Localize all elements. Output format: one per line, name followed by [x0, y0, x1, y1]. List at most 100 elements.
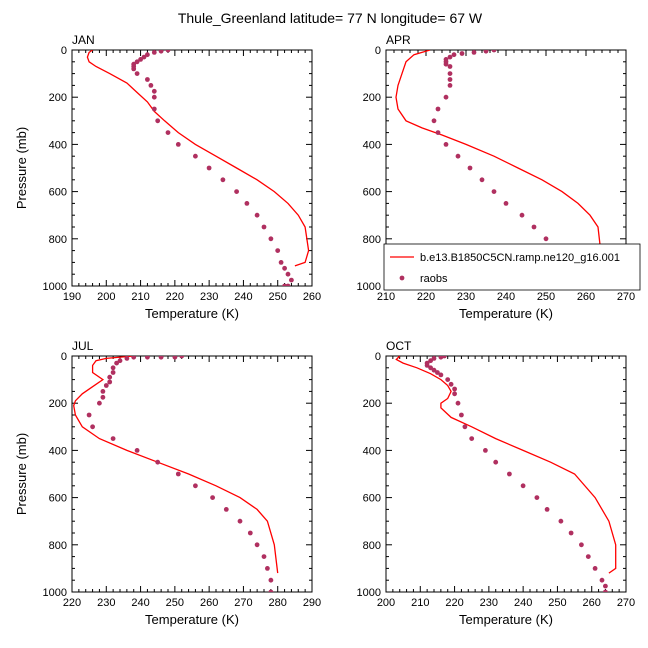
x-tick-label: 230 [97, 597, 115, 609]
raobs-point [220, 177, 226, 183]
y-tick-label: 200 [49, 92, 67, 104]
raobs-point [447, 54, 453, 60]
y-tick-label: 0 [61, 351, 67, 363]
raobs-point [443, 61, 449, 67]
raobs-point [165, 130, 171, 136]
x-tick-label: 240 [497, 291, 515, 303]
raobs-point [206, 165, 212, 171]
x-axis-label: Temperature (K) [145, 612, 239, 627]
raobs-point [261, 554, 267, 559]
x-tick-label: 250 [548, 597, 566, 609]
x-tick-label: 270 [617, 291, 635, 303]
raobs-point [131, 66, 137, 72]
raobs-point [459, 412, 464, 418]
x-tick-label: 260 [200, 597, 218, 609]
y-tick-label: 800 [49, 234, 67, 246]
raobs-point [268, 589, 274, 592]
x-tick-label: 240 [131, 597, 149, 609]
raobs-point [462, 424, 468, 430]
raobs-point [428, 365, 433, 371]
y-tick-label: 200 [363, 398, 381, 410]
raobs-point [282, 283, 287, 286]
raobs-point [117, 358, 123, 364]
raobs-point [114, 360, 119, 366]
model-profile-line [395, 50, 603, 268]
raobs-point [568, 530, 574, 536]
raobs-point [134, 71, 140, 76]
raobs-point [261, 224, 267, 230]
x-tick-label: 240 [514, 597, 532, 609]
panel-jan: 190 200 210 220 230 240 250 260 0 200 400 600 800 100… [14, 33, 321, 321]
y-tick-label: 0 [375, 351, 381, 363]
panel-label: JUL [72, 339, 94, 353]
x-tick-label: 210 [411, 597, 429, 609]
raobs-point [431, 367, 437, 373]
raobs-point [223, 507, 229, 512]
model-profile-line [395, 356, 617, 574]
raobs-point [531, 224, 537, 230]
raobs-point [175, 142, 181, 147]
raobs-point [278, 260, 284, 265]
raobs-point [131, 356, 137, 360]
raobs-point [443, 94, 449, 100]
raobs-point [107, 379, 113, 385]
y-tick-label: 0 [375, 45, 381, 57]
raobs-point [210, 495, 216, 500]
raobs-point [151, 50, 157, 55]
raobs-point [268, 236, 274, 242]
x-tick-label: 230 [457, 291, 475, 303]
raobs-point [469, 436, 475, 441]
raobs-point [124, 356, 130, 361]
model-profile-line [86, 50, 310, 267]
raobs-point [445, 377, 451, 382]
raobs-point [431, 118, 437, 124]
raobs-point [448, 381, 454, 387]
panel-oct: 200 210 220 230 240 250 260 270 0 200 400 600 800 100… [357, 339, 636, 627]
raobs-point [603, 589, 608, 592]
y-tick-label: 1000 [357, 281, 381, 293]
x-axis-label: Temperature (K) [459, 612, 553, 627]
raobs-point [151, 88, 157, 94]
y-tick-label: 1000 [43, 587, 67, 599]
raobs-point [451, 52, 457, 58]
raobs-point [447, 83, 453, 88]
y-tick-label: 600 [363, 493, 381, 505]
x-tick-label: 230 [480, 597, 498, 609]
raobs-point [268, 577, 274, 583]
raobs-point [471, 50, 477, 55]
raobs-point [103, 383, 109, 388]
y-axis-label: Pressure (mb) [14, 433, 29, 515]
y-tick-label: 400 [363, 139, 381, 151]
raobs-point [110, 365, 116, 371]
y-axis-label: Pressure (mb) [14, 127, 29, 209]
raobs-point [148, 83, 154, 88]
y-tick-label: 800 [363, 540, 381, 552]
legend-obs-label: raobs [420, 273, 448, 285]
raobs-point [237, 518, 243, 524]
raobs-point [455, 400, 461, 406]
plot-area [395, 356, 617, 592]
plot-area [73, 356, 279, 592]
y-tick-label: 0 [61, 45, 67, 57]
raobs-point [435, 130, 441, 136]
y-tick-label: 400 [363, 445, 381, 457]
raobs-point [90, 424, 95, 430]
raobs-point [158, 50, 164, 54]
y-tick-label: 800 [49, 540, 67, 552]
y-tick-label: 600 [49, 187, 67, 199]
raobs-point [544, 507, 550, 512]
raobs-point [599, 577, 605, 583]
raobs-point [443, 142, 449, 147]
raobs-point [141, 54, 147, 60]
y-tick-label: 400 [49, 445, 67, 457]
raobs-point [424, 363, 430, 368]
raobs-point [428, 358, 433, 364]
panel-label: APR [386, 33, 411, 47]
x-tick-label: 240 [234, 291, 252, 303]
raobs-point [155, 459, 161, 465]
raobs-point [100, 394, 106, 400]
raobs-point [86, 412, 92, 418]
raobs-point [193, 153, 198, 159]
y-tick-label: 800 [363, 234, 381, 246]
